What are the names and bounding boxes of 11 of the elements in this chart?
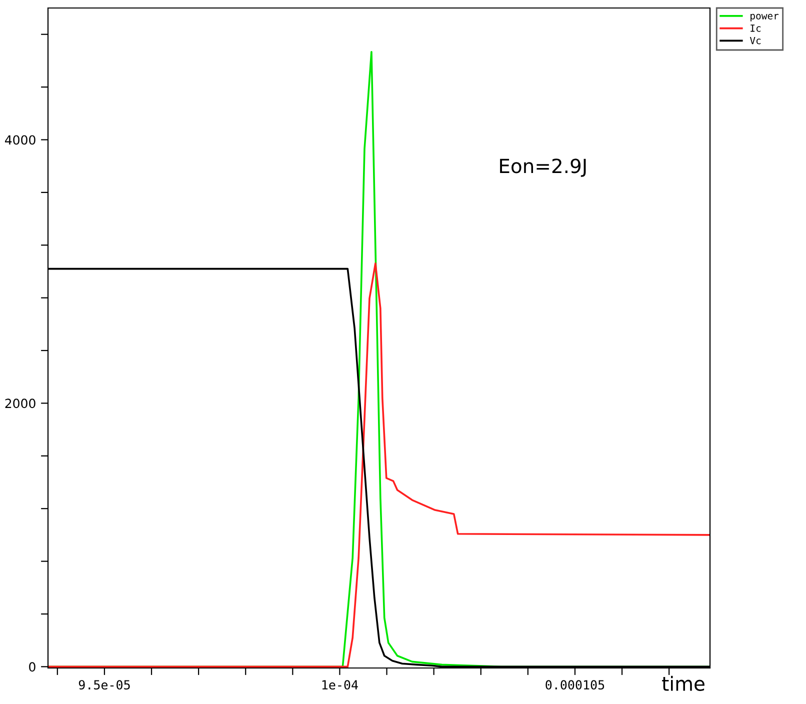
x-tick-label: 0.000105 <box>546 680 604 690</box>
legend-label: Vc <box>750 36 761 44</box>
x-tick-label: 9.5e-05 <box>78 680 130 690</box>
legend-label: Ic <box>750 24 761 32</box>
x-tick-label: 1e-04 <box>322 680 358 690</box>
x-axis-title: time <box>662 676 704 691</box>
annotation: Eon=2.9J <box>500 158 586 177</box>
y-tick-label: 2000 <box>5 398 36 408</box>
y-tick-label: 4000 <box>4 135 36 145</box>
y-tick-label: 0 <box>29 662 36 672</box>
legend-label: power <box>750 14 779 22</box>
